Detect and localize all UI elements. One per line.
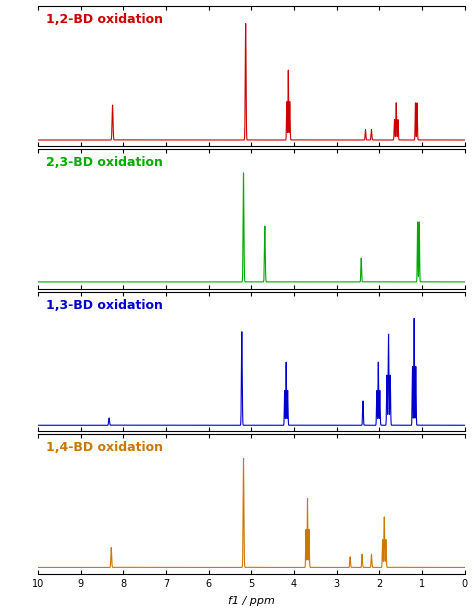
Text: f1 / ppm: f1 / ppm xyxy=(228,596,274,606)
Text: 1,2-BD oxidation: 1,2-BD oxidation xyxy=(46,13,164,26)
Text: 1,3-BD oxidation: 1,3-BD oxidation xyxy=(46,298,164,312)
Text: 2,3-BD oxidation: 2,3-BD oxidation xyxy=(46,156,164,169)
Text: 1,4-BD oxidation: 1,4-BD oxidation xyxy=(46,441,164,454)
